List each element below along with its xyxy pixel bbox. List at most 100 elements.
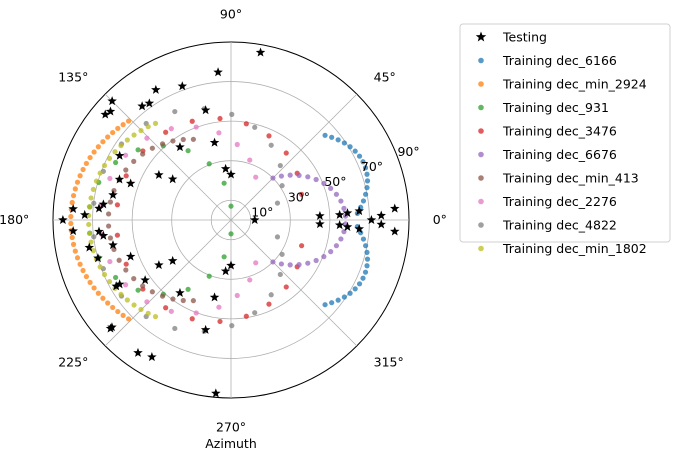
training-point xyxy=(110,129,116,136)
training-point xyxy=(216,130,222,136)
training-point xyxy=(163,129,169,135)
testing-point xyxy=(84,242,95,252)
training-point xyxy=(229,111,235,117)
theta-tick-label: 270° xyxy=(216,420,246,435)
testing-point xyxy=(177,81,188,91)
training-point xyxy=(163,305,169,311)
training-point xyxy=(329,300,335,306)
training-point xyxy=(252,310,258,316)
legend-label: Training dec_min_1802 xyxy=(502,241,647,256)
training-point xyxy=(86,230,93,236)
training-point xyxy=(80,267,86,274)
testing-point xyxy=(125,251,136,261)
training-point xyxy=(180,297,186,304)
training-point xyxy=(70,193,77,199)
training-point xyxy=(90,186,96,192)
testing-point xyxy=(98,199,109,209)
training-point xyxy=(93,178,100,184)
training-point xyxy=(115,308,121,315)
testing-point xyxy=(175,142,185,152)
theta-tick-label: 90° xyxy=(220,6,242,21)
training-point xyxy=(296,172,302,178)
training-point xyxy=(105,300,111,306)
testing-point xyxy=(107,96,117,106)
training-point xyxy=(358,230,364,236)
legend-label: Training dec_4822 xyxy=(502,218,617,233)
training-point xyxy=(321,254,327,260)
testing-point xyxy=(58,215,68,225)
training-point xyxy=(125,316,132,322)
legend-star-icon xyxy=(475,31,487,42)
training-point xyxy=(338,198,344,204)
training-point xyxy=(279,251,285,257)
training-point xyxy=(91,200,97,206)
training-point xyxy=(72,186,78,192)
training-point xyxy=(149,145,155,151)
theta-tick-labels: 0° 45° 90° 135° 180° 225° 270° 315° xyxy=(0,6,447,434)
training-point xyxy=(364,178,371,184)
testing-point xyxy=(79,209,90,219)
testing-point xyxy=(354,223,364,234)
training-point xyxy=(149,289,155,295)
training-point xyxy=(363,243,369,249)
training-point xyxy=(144,135,150,141)
series-training-dec-min-1802 xyxy=(86,120,159,320)
training-point xyxy=(106,211,112,217)
legend-label: Training dec_6166 xyxy=(502,53,617,68)
training-point xyxy=(305,174,311,180)
testing-point xyxy=(98,230,109,240)
training-point xyxy=(123,261,129,267)
training-point xyxy=(321,180,327,186)
training-point xyxy=(217,318,223,325)
legend-label: Training dec_3476 xyxy=(502,124,617,139)
testing-point xyxy=(111,281,121,291)
training-point xyxy=(168,126,174,132)
training-point xyxy=(80,166,86,173)
training-point xyxy=(123,167,129,173)
training-point xyxy=(107,175,113,182)
testing-point xyxy=(154,169,164,179)
training-point xyxy=(347,290,353,296)
testing-point xyxy=(94,226,104,236)
training-point xyxy=(106,279,113,285)
testing-point xyxy=(154,260,164,270)
training-point xyxy=(253,174,259,180)
testing-point xyxy=(108,189,118,199)
training-point xyxy=(360,236,367,242)
testing-point xyxy=(342,221,353,231)
training-point xyxy=(87,279,93,286)
testing-point xyxy=(100,109,110,119)
chart-marks xyxy=(58,47,400,398)
training-point xyxy=(341,205,347,211)
legend-dot-icon xyxy=(478,245,484,252)
r-tick-label: 90° xyxy=(397,144,419,159)
training-point xyxy=(279,183,285,189)
training-point xyxy=(100,139,106,145)
training-point xyxy=(88,239,94,245)
x-axis-label: Azimuth xyxy=(205,436,257,451)
training-point xyxy=(335,137,341,143)
training-point xyxy=(91,285,97,291)
testing-point xyxy=(354,206,364,216)
legend-entry: Training dec_6166 xyxy=(478,53,617,68)
training-point xyxy=(145,124,151,130)
training-point xyxy=(91,234,97,240)
r-tick-label: 30° xyxy=(288,189,310,204)
training-point xyxy=(86,204,93,210)
legend-entry: Training dec_min_413 xyxy=(478,171,639,186)
series-training-dec-min-2924 xyxy=(68,118,132,322)
training-point xyxy=(131,158,137,164)
training-point xyxy=(228,231,234,237)
training-point xyxy=(112,159,119,166)
training-point xyxy=(274,200,281,206)
theta-tick-label: 315° xyxy=(374,355,404,370)
r-tick-label: 10° xyxy=(251,204,273,219)
training-point xyxy=(185,286,191,292)
testing-point xyxy=(255,47,266,57)
training-point xyxy=(70,241,77,247)
testing-point xyxy=(151,84,161,94)
training-point xyxy=(106,155,113,161)
training-point xyxy=(123,282,129,288)
training-point xyxy=(266,133,272,139)
testing-point xyxy=(114,150,125,160)
